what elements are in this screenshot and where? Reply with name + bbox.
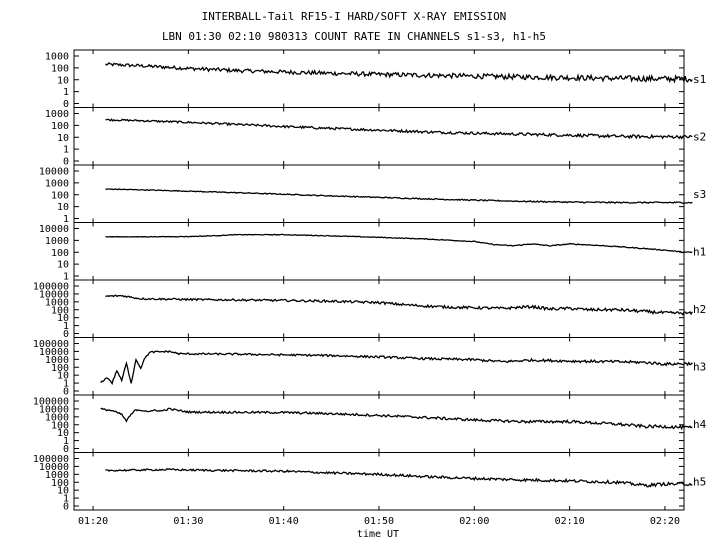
panel-frame <box>73 222 685 281</box>
y-tick-label: 100 <box>51 248 69 259</box>
y-tick-label: 100 <box>51 190 69 201</box>
y-tick-label: 10000 <box>39 167 69 178</box>
chart-title: INTERBALL-Tail RF15-I HARD/SOFT X-RAY EM… <box>202 10 507 23</box>
panel-frame <box>73 279 685 338</box>
y-tick-label: 1000 <box>45 178 69 189</box>
channel-label: h5 <box>693 475 706 488</box>
y-tick-label: 100000 <box>33 282 69 293</box>
y-tick-label: 1000 <box>45 470 69 481</box>
y-tick-label: 1000 <box>45 52 69 63</box>
x-tick-label: 02:20 <box>650 516 680 527</box>
y-tick-label: 1 <box>63 321 69 332</box>
y-tick-label: 0 <box>63 99 69 110</box>
panels: 10001001010s110001001010s210000100010010… <box>33 49 707 513</box>
y-tick-label: 10 <box>57 202 69 213</box>
series-line-s1 <box>105 62 693 84</box>
y-tick-label: 100 <box>51 63 69 74</box>
y-tick-label: 1 <box>63 87 69 98</box>
y-tick-label: 10000 <box>39 404 69 415</box>
y-tick-label: 10000 <box>39 224 69 235</box>
y-tick-label: 100 <box>51 420 69 431</box>
channel-label: s2 <box>693 130 706 143</box>
y-tick-label: 10 <box>57 313 69 324</box>
series-line-h1 <box>105 233 693 254</box>
x-axis: 01:20 01:30 01:40 01:50 02:00 02:10 02:20 <box>78 516 680 527</box>
channel-label: h1 <box>693 245 706 258</box>
y-tick-label: 10000 <box>39 289 69 300</box>
panel-frame <box>73 107 685 166</box>
y-tick-label: 100000 <box>33 339 69 350</box>
y-tick-label: 1000 <box>45 109 69 120</box>
y-tick-label: 100000 <box>33 454 69 465</box>
series-line-h3 <box>100 350 693 386</box>
series-line-h2 <box>105 294 693 316</box>
y-tick-label: 0 <box>63 444 69 455</box>
y-tick-label: 1 <box>63 379 69 390</box>
channel-label: h2 <box>693 303 706 316</box>
x-tick-label: 01:20 <box>78 516 108 527</box>
channel-label: s1 <box>693 73 706 86</box>
x-tick-label: 02:10 <box>555 516 585 527</box>
y-tick-label: 10 <box>57 75 69 86</box>
y-tick-label: 10 <box>57 428 69 439</box>
y-tick-label: 0 <box>63 157 69 168</box>
y-tick-label: 1 <box>63 272 69 283</box>
y-tick-label: 10000 <box>39 347 69 358</box>
y-tick-label: 100000 <box>33 397 69 408</box>
x-tick-label: 01:50 <box>364 516 394 527</box>
series-line-h5 <box>105 467 693 488</box>
x-tick-label: 01:40 <box>269 516 299 527</box>
y-tick-label: 1000 <box>45 412 69 423</box>
x-axis-label: time UT <box>357 529 399 540</box>
panel-frame <box>73 337 685 396</box>
channel-label: h3 <box>693 360 706 373</box>
series-line-s3 <box>105 188 693 205</box>
y-tick-label: 0 <box>63 329 69 340</box>
series-line-s2 <box>105 118 693 140</box>
y-tick-label: 0 <box>63 502 69 513</box>
y-tick-label: 0 <box>63 387 69 398</box>
x-tick-label: 01:30 <box>173 516 203 527</box>
series-line-h4 <box>100 407 693 431</box>
y-tick-label: 1000 <box>45 236 69 247</box>
y-tick-label: 100 <box>51 363 69 374</box>
y-tick-label: 10 <box>57 486 69 497</box>
y-tick-label: 100 <box>51 305 69 316</box>
y-tick-label: 10 <box>57 371 69 382</box>
channel-label: s3 <box>693 188 706 201</box>
y-tick-label: 1 <box>63 214 69 225</box>
y-tick-label: 10 <box>57 133 69 144</box>
y-tick-label: 100 <box>51 478 69 489</box>
y-tick-label: 100 <box>51 121 69 132</box>
y-tick-label: 1000 <box>45 297 69 308</box>
panel-frame <box>73 164 685 223</box>
y-tick-label: 1 <box>63 145 69 156</box>
y-tick-label: 1 <box>63 436 69 447</box>
y-tick-label: 10 <box>57 260 69 271</box>
x-tick-label: 02:00 <box>459 516 489 527</box>
chart-subtitle: LBN 01:30 02:10 980313 COUNT RATE IN CHA… <box>162 30 546 43</box>
y-tick-label: 1 <box>63 494 69 505</box>
y-tick-label: 10000 <box>39 462 69 473</box>
y-tick-label: 1000 <box>45 355 69 366</box>
channel-label: h4 <box>693 418 707 431</box>
